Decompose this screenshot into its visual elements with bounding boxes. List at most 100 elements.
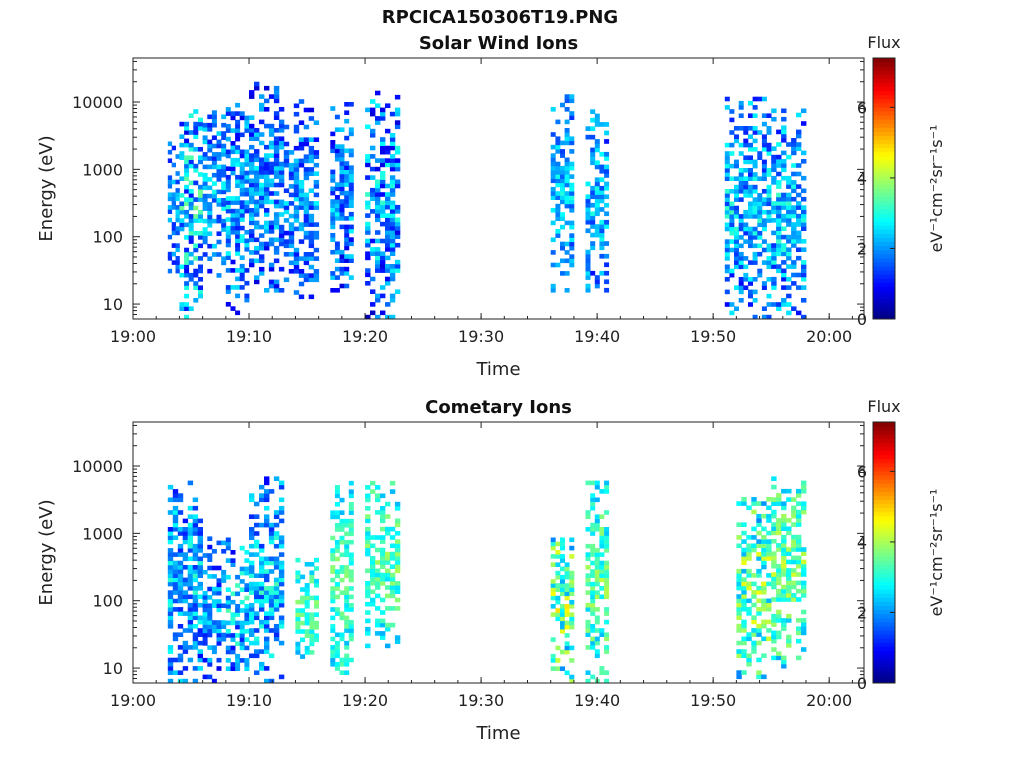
- data-cell: [751, 602, 757, 608]
- data-cell: [303, 230, 310, 236]
- data-cell: [249, 565, 255, 570]
- data-cell: [254, 220, 260, 226]
- data-cell: [761, 168, 767, 173]
- data-cell: [564, 165, 570, 171]
- data-cell: [278, 170, 285, 175]
- data-cell: [724, 243, 730, 249]
- data-cell: [796, 310, 802, 316]
- data-cell: [239, 579, 245, 584]
- data-cell: [736, 577, 742, 582]
- data-cell: [394, 221, 401, 227]
- data-cell: [339, 156, 345, 162]
- data-cell: [766, 581, 772, 587]
- data-cell: [771, 526, 777, 531]
- data-cell: [216, 632, 222, 638]
- data-cell: [259, 258, 265, 264]
- data-cell: [182, 539, 189, 545]
- data-cell: [330, 207, 336, 213]
- data-cell: [743, 209, 749, 215]
- data-cell: [211, 243, 217, 249]
- data-cell: [781, 588, 787, 594]
- data-cell: [560, 554, 565, 559]
- data-cell: [370, 276, 376, 282]
- colorbar-step: [873, 143, 895, 149]
- data-cell: [235, 225, 241, 231]
- data-cell: [394, 547, 401, 553]
- data-cell: [796, 534, 802, 540]
- data-cell: [594, 228, 600, 234]
- data-cell: [264, 619, 270, 625]
- x-tick-label: 19:10: [226, 691, 272, 710]
- data-cell: [172, 489, 179, 494]
- data-cell: [177, 645, 184, 650]
- data-cell: [796, 247, 802, 252]
- data-cell: [239, 115, 245, 121]
- data-cell: [254, 157, 260, 163]
- data-cell: [748, 193, 753, 198]
- data-cell: [216, 156, 222, 161]
- data-cell: [278, 266, 285, 272]
- data-cell: [197, 615, 203, 621]
- data-cell: [339, 590, 345, 595]
- data-cell: [244, 119, 250, 125]
- data-cell: [348, 539, 354, 545]
- data-cell: [569, 545, 575, 551]
- data-cell: [177, 493, 184, 498]
- data-cell: [235, 268, 241, 273]
- data-cell: [339, 249, 345, 255]
- data-cell: [211, 218, 217, 224]
- data-cell: [380, 213, 386, 218]
- data-cell: [344, 653, 350, 659]
- data-cell: [207, 553, 213, 558]
- data-cell: [569, 616, 575, 622]
- data-cell: [741, 653, 747, 658]
- data-cell: [188, 260, 194, 265]
- data-cell: [184, 121, 190, 127]
- data-cell: [330, 169, 336, 175]
- data-cell: [184, 138, 190, 144]
- data-cell: [594, 122, 600, 127]
- data-cell: [771, 116, 777, 122]
- data-cell: [801, 480, 807, 486]
- colorbar-step: [873, 536, 895, 541]
- data-block: [365, 90, 401, 320]
- data-cell: [175, 171, 180, 176]
- data-cell: [375, 259, 381, 265]
- data-cell: [801, 509, 807, 515]
- data-cell: [796, 563, 802, 569]
- data-cell: [339, 258, 345, 263]
- data-cell: [590, 522, 596, 528]
- colorbar-step: [873, 470, 895, 476]
- data-cell: [729, 205, 735, 211]
- data-block: [167, 480, 203, 684]
- data-cell: [751, 590, 757, 595]
- data-cell: [796, 518, 802, 523]
- data-cell: [167, 175, 173, 180]
- data-cell: [560, 241, 565, 247]
- data-cell: [192, 573, 199, 578]
- colorbar-step: [873, 572, 895, 578]
- data-cell: [394, 501, 401, 507]
- data-cell: [370, 166, 376, 172]
- data-cell: [594, 211, 600, 217]
- data-cell: [193, 268, 199, 274]
- data-cell: [380, 506, 386, 511]
- data-cell: [225, 574, 231, 580]
- data-cell: [184, 209, 190, 215]
- data-cell: [230, 620, 236, 626]
- data-cell: [268, 569, 275, 574]
- data-cell: [724, 176, 730, 181]
- data-cell: [239, 200, 245, 205]
- data-cell: [344, 586, 350, 591]
- data-cell: [211, 599, 217, 604]
- data-cell: [339, 207, 345, 213]
- data-cell: [776, 497, 782, 502]
- data-cell: [334, 632, 340, 638]
- data-cell: [268, 556, 275, 562]
- data-cell: [303, 213, 310, 219]
- data-cell: [569, 115, 575, 120]
- data-cell: [330, 548, 336, 553]
- data-cell: [167, 556, 174, 562]
- data-cell: [330, 649, 336, 654]
- data-cell: [746, 505, 752, 511]
